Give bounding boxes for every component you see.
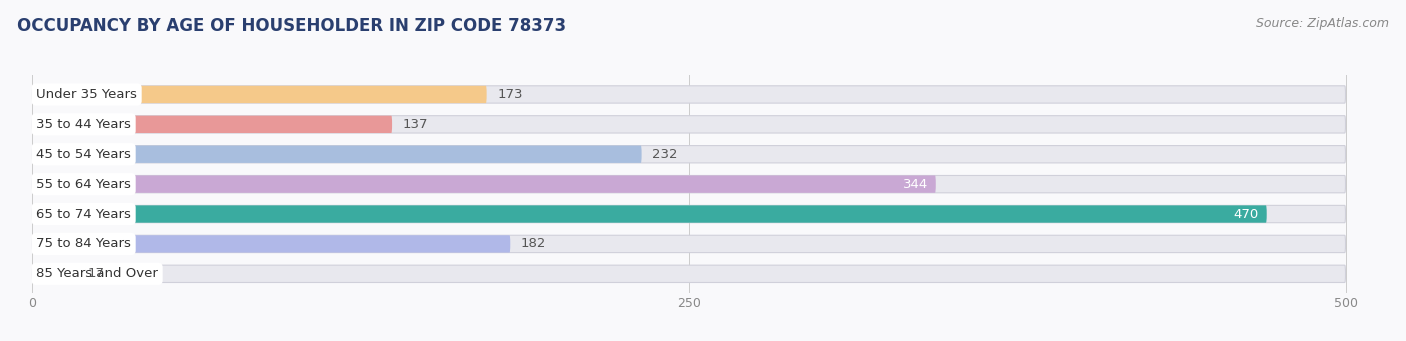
FancyBboxPatch shape	[32, 205, 1267, 223]
FancyBboxPatch shape	[32, 86, 1346, 103]
FancyBboxPatch shape	[32, 146, 1346, 163]
Text: 75 to 84 Years: 75 to 84 Years	[37, 237, 131, 250]
Text: 344: 344	[903, 178, 928, 191]
FancyBboxPatch shape	[32, 235, 510, 253]
FancyBboxPatch shape	[32, 265, 1346, 282]
Text: 232: 232	[652, 148, 678, 161]
Text: 17: 17	[87, 267, 104, 280]
Text: Source: ZipAtlas.com: Source: ZipAtlas.com	[1256, 17, 1389, 30]
Text: 35 to 44 Years: 35 to 44 Years	[37, 118, 131, 131]
FancyBboxPatch shape	[32, 176, 936, 193]
FancyBboxPatch shape	[32, 265, 77, 282]
Text: OCCUPANCY BY AGE OF HOUSEHOLDER IN ZIP CODE 78373: OCCUPANCY BY AGE OF HOUSEHOLDER IN ZIP C…	[17, 17, 567, 35]
Text: 65 to 74 Years: 65 to 74 Years	[37, 208, 131, 221]
Text: 55 to 64 Years: 55 to 64 Years	[37, 178, 131, 191]
FancyBboxPatch shape	[32, 116, 1346, 133]
FancyBboxPatch shape	[32, 205, 1346, 223]
Text: 85 Years and Over: 85 Years and Over	[37, 267, 157, 280]
Text: 45 to 54 Years: 45 to 54 Years	[37, 148, 131, 161]
FancyBboxPatch shape	[32, 86, 486, 103]
FancyBboxPatch shape	[32, 146, 641, 163]
FancyBboxPatch shape	[32, 176, 1346, 193]
FancyBboxPatch shape	[32, 235, 1346, 253]
Text: 470: 470	[1233, 208, 1258, 221]
Text: Under 35 Years: Under 35 Years	[37, 88, 136, 101]
FancyBboxPatch shape	[32, 116, 392, 133]
Text: 173: 173	[498, 88, 523, 101]
Text: 137: 137	[402, 118, 427, 131]
Text: 182: 182	[520, 237, 546, 250]
